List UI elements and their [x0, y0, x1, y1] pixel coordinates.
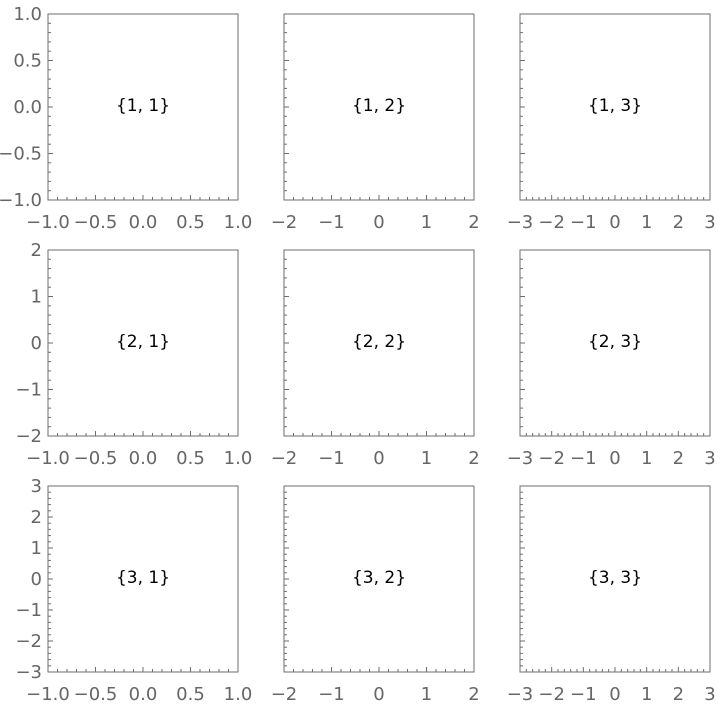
- x-tick-label: 1.0: [224, 448, 253, 469]
- x-tick-label: 0.0: [129, 212, 158, 233]
- x-tick-label: 0.0: [129, 448, 158, 469]
- panel-label: {2, 3}: [588, 332, 642, 352]
- y-tick-label: 0.5: [13, 51, 42, 72]
- x-tick-label: 3: [704, 448, 715, 469]
- x-tick-label: −1.0: [26, 448, 70, 469]
- y-tick-label: 1: [31, 287, 42, 308]
- y-tick-label: −0.5: [0, 144, 42, 165]
- x-tick-label: 0: [373, 448, 384, 469]
- x-tick-label: 1: [641, 448, 652, 469]
- x-tick-label: −0.5: [74, 684, 118, 705]
- x-tick-label: −2: [538, 212, 565, 233]
- x-tick-label: −0.5: [74, 448, 118, 469]
- x-tick-label: 2: [468, 448, 479, 469]
- x-tick-label: −2: [538, 684, 565, 705]
- y-tick-label: 0: [31, 333, 42, 354]
- panel-label: {3, 1}: [116, 568, 170, 588]
- x-tick-label: 1: [421, 448, 432, 469]
- y-tick-label: −1: [15, 380, 42, 401]
- y-tick-label: 0: [31, 569, 42, 590]
- x-tick-label: 0.5: [176, 684, 205, 705]
- x-tick-label: −3: [507, 448, 534, 469]
- panel-label: {3, 2}: [352, 568, 406, 588]
- x-tick-label: 1: [641, 684, 652, 705]
- x-tick-label: 2: [673, 212, 684, 233]
- x-tick-label: −1.0: [26, 684, 70, 705]
- panel-label: {2, 2}: [352, 332, 406, 352]
- x-tick-label: −1: [570, 684, 597, 705]
- y-tick-label: −1.0: [0, 190, 42, 211]
- y-tick-label: 1: [31, 538, 42, 559]
- x-tick-label: −1.0: [26, 212, 70, 233]
- x-tick-label: −1: [318, 212, 345, 233]
- y-tick-label: 2: [31, 507, 42, 528]
- y-tick-label: −2: [15, 426, 42, 447]
- x-tick-label: −1: [318, 684, 345, 705]
- x-tick-label: −1: [570, 212, 597, 233]
- panel-label: {2, 1}: [116, 332, 170, 352]
- panel-label: {1, 3}: [588, 96, 642, 116]
- x-tick-label: 2: [468, 212, 479, 233]
- x-tick-label: 3: [704, 684, 715, 705]
- y-tick-label: −3: [15, 662, 42, 683]
- x-tick-label: −3: [507, 684, 534, 705]
- x-tick-label: 0: [609, 212, 620, 233]
- x-tick-label: 0: [609, 684, 620, 705]
- y-tick-label: −1: [15, 600, 42, 621]
- x-tick-label: 0.5: [176, 448, 205, 469]
- x-tick-label: 1: [421, 684, 432, 705]
- panel-label: {3, 3}: [588, 568, 642, 588]
- y-tick-label: 2: [31, 240, 42, 261]
- x-tick-label: −1: [570, 448, 597, 469]
- x-tick-label: 0.0: [129, 684, 158, 705]
- x-tick-label: −2: [538, 448, 565, 469]
- x-tick-label: 0: [609, 448, 620, 469]
- x-tick-label: 0: [373, 684, 384, 705]
- x-tick-label: −1: [318, 448, 345, 469]
- x-tick-label: 2: [468, 684, 479, 705]
- panel-label: {1, 1}: [116, 96, 170, 116]
- x-tick-label: −2: [271, 684, 298, 705]
- x-tick-label: 1: [421, 212, 432, 233]
- x-tick-label: −0.5: [74, 212, 118, 233]
- x-tick-label: 0: [373, 212, 384, 233]
- x-tick-label: −2: [271, 212, 298, 233]
- y-tick-label: 1.0: [13, 4, 42, 25]
- y-tick-label: −2: [15, 631, 42, 652]
- x-tick-label: 1: [641, 212, 652, 233]
- x-tick-label: 0.5: [176, 212, 205, 233]
- y-tick-label: 0.0: [13, 97, 42, 118]
- x-tick-label: 2: [673, 448, 684, 469]
- y-tick-label: 3: [31, 476, 42, 497]
- x-tick-label: −2: [271, 448, 298, 469]
- x-tick-label: 1.0: [224, 212, 253, 233]
- x-tick-label: 2: [673, 684, 684, 705]
- x-tick-label: −3: [507, 212, 534, 233]
- panel-label: {1, 2}: [352, 96, 406, 116]
- x-tick-label: 1.0: [224, 684, 253, 705]
- x-tick-label: 3: [704, 212, 715, 233]
